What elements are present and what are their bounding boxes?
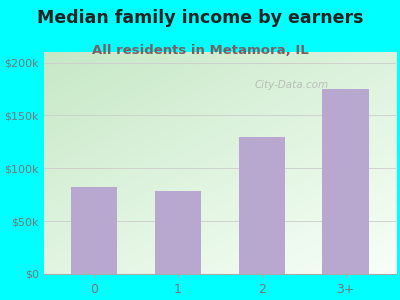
Text: All residents in Metamora, IL: All residents in Metamora, IL — [92, 44, 308, 56]
Bar — [239, 136, 285, 274]
Bar — [155, 191, 201, 274]
Bar — [71, 187, 117, 274]
Bar — [322, 89, 368, 274]
Text: Median family income by earners: Median family income by earners — [37, 9, 363, 27]
Text: City-Data.com: City-Data.com — [255, 80, 329, 90]
